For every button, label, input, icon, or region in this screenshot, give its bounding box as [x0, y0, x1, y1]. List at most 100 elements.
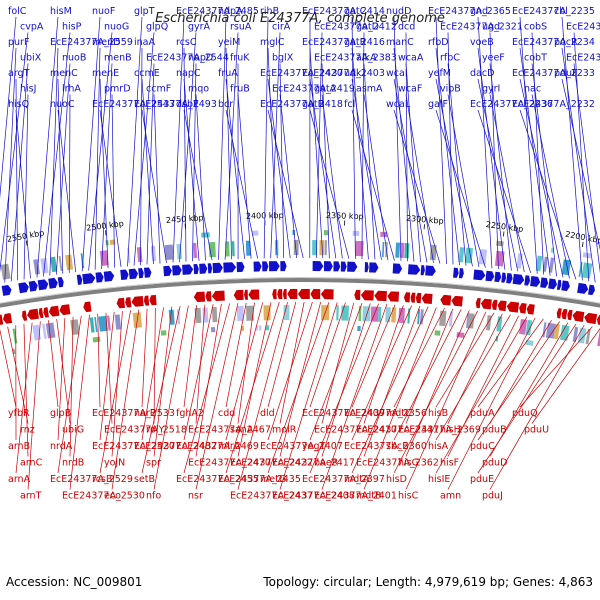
forward-leader-23 — [140, 47, 143, 266]
reverse-feature-block-23 — [341, 305, 349, 321]
forward-marker-block-7 — [380, 231, 388, 238]
reverse-feature-block-4 — [45, 322, 56, 339]
reverse-feature-block-10 — [114, 314, 122, 330]
forward-gene-label-42: rihB — [260, 6, 279, 17]
forward-gene-labels: folC cvpA purF ubiX argT hisJ hisQ hisM hisP EcE2… — [0, 6, 600, 283]
reverse-arrow-50 — [584, 312, 598, 325]
forward-gene-label-38: fruK — [230, 53, 250, 64]
reverse-leader-9 — [69, 316, 74, 457]
forward-arrow-21 — [199, 263, 208, 274]
forward-gene-label-74: yefM — [428, 68, 451, 79]
tick-mark-7 — [581, 241, 584, 248]
tick-label-2: 2450 kbp — [166, 213, 204, 225]
reverse-leader-62 — [435, 314, 511, 441]
forward-arrow-45 — [494, 271, 502, 283]
feature-layer — [0, 230, 600, 355]
reverse-arrow-28 — [320, 289, 334, 300]
forward-gene-label-61: asmA — [356, 84, 383, 95]
forward-feature-block-36 — [535, 255, 543, 272]
reverse-leader-50 — [351, 305, 412, 441]
forward-leader-62 — [351, 109, 395, 261]
forward-gene-label-20: EcE24377A_2543 — [92, 99, 175, 110]
forward-feature-block-9 — [127, 248, 131, 264]
forward-gene-label-67: wcaI — [386, 68, 408, 79]
forward-gene-label-72: rfbD — [428, 37, 449, 48]
forward-feature-block-41 — [581, 262, 593, 279]
reverse-marker-block-13 — [525, 339, 534, 346]
forward-gene-label-6: hisQ — [8, 99, 29, 110]
forward-marker-block-5 — [323, 230, 329, 236]
reverse-gene-label-15: yojN — [104, 458, 125, 469]
forward-arrow-26 — [253, 261, 262, 272]
reverse-arrow-46 — [556, 308, 562, 319]
reverse-gene-label-31: sanA — [230, 425, 254, 436]
reverse-arrow-30 — [360, 290, 374, 301]
reverse-gene-label-54: mdtC — [386, 408, 412, 419]
forward-leader-0 — [0, 16, 17, 199]
forward-gene-label-47: EcE24377A_2419 — [272, 84, 355, 95]
forward-leader-84 — [519, 16, 538, 274]
reverse-marker-block-7 — [258, 325, 262, 331]
reverse-arrow-42 — [497, 300, 507, 312]
reverse-feature-block-46 — [572, 326, 579, 343]
reverse-arrow-16 — [193, 291, 206, 303]
forward-leader-81 — [477, 78, 519, 272]
forward-leader-83 — [477, 109, 532, 274]
forward-marker-block-6 — [352, 230, 360, 236]
reverse-gene-label-16: rcsB — [92, 474, 112, 485]
forward-gene-label-55: gatB — [302, 99, 324, 110]
reverse-gene-label-71: pduJ — [482, 491, 503, 502]
forward-leader-90 — [519, 109, 577, 280]
reverse-feature-block-22 — [336, 305, 339, 321]
reverse-gene-label-34: EcE24377A_2435 — [218, 474, 301, 485]
forward-gene-label-73: rfbC — [440, 53, 460, 64]
reverse-arrow-41 — [491, 299, 498, 311]
forward-gene-label-95: pduF — [554, 68, 578, 79]
forward-arrow-46 — [501, 272, 507, 283]
reverse-feature-block-41 — [525, 319, 533, 336]
forward-arrow-14 — [128, 268, 139, 280]
forward-gene-label-21: glpT — [134, 6, 155, 17]
reverse-leader-43 — [321, 302, 355, 424]
forward-leader-48 — [267, 109, 304, 259]
reverse-gene-label-67: pduB — [482, 425, 507, 436]
forward-feature-block-17 — [231, 241, 235, 257]
forward-feature-block-7 — [80, 253, 85, 269]
reverse-feature-block-16 — [211, 306, 218, 323]
reverse-leader-70 — [477, 323, 577, 474]
reverse-leader-22 — [141, 306, 181, 474]
forward-arrow-43 — [473, 269, 486, 281]
forward-leader-35 — [218, 16, 227, 260]
forward-gene-label-54: gatA — [314, 84, 337, 95]
forward-gene-label-49: EcE24377A_2414 — [302, 6, 385, 17]
reverse-leader-53 — [363, 307, 437, 490]
reverse-arrow-20 — [244, 289, 248, 300]
reverse-leader-5 — [27, 321, 41, 490]
reverse-gene-label-12: EcE24377A_2533 — [92, 408, 175, 419]
reverse-leader-72 — [519, 326, 593, 408]
reverse-arrow-9 — [59, 304, 71, 316]
forward-arrow-55 — [577, 282, 589, 294]
reverse-gene-label-14: EcE24377A_2520 — [92, 441, 175, 452]
forward-leader-32 — [183, 78, 200, 261]
forward-feature-block-37 — [542, 256, 549, 272]
reverse-arrow-29 — [354, 289, 361, 301]
forward-arrow-38 — [407, 264, 421, 275]
reverse-leader-14 — [99, 311, 115, 441]
forward-leader-22 — [133, 32, 155, 266]
reverse-gene-label-62: hisA — [428, 441, 449, 452]
forward-feature-block-29 — [404, 243, 410, 259]
reverse-feature-block-7 — [94, 316, 98, 333]
forward-gene-label-26: ccmF — [146, 84, 171, 95]
forward-arrow-7 — [48, 277, 58, 289]
forward-arrow-25 — [236, 261, 245, 273]
forward-gene-label-50: EcE24377A_2412 — [314, 22, 397, 33]
forward-leader-73 — [447, 63, 467, 266]
forward-gene-label-75: vipB — [440, 84, 461, 95]
forward-leader-55 — [309, 109, 350, 259]
reverse-feature-block-29 — [391, 307, 397, 323]
reverse-leader-48 — [351, 304, 396, 408]
forward-gene-label-13: nuoC — [50, 99, 75, 110]
reverse-arrow-18 — [211, 290, 225, 302]
